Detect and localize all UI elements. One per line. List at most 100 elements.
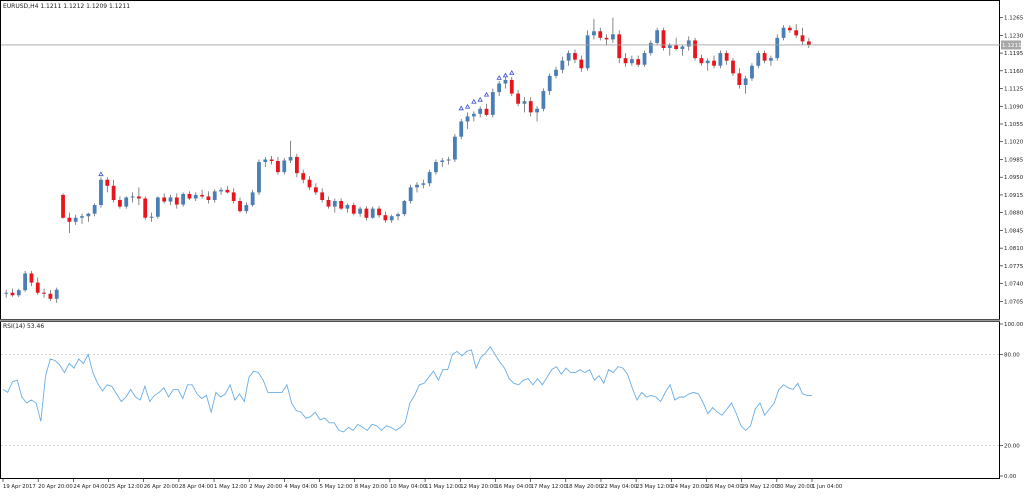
candle-body-up <box>402 201 407 215</box>
candle-body-up <box>490 92 495 115</box>
candle <box>806 37 811 48</box>
candle <box>686 36 691 51</box>
candle-body-up <box>453 136 457 160</box>
price-tick-label: 1.0845 <box>1004 228 1024 234</box>
candle <box>566 50 571 66</box>
candle-body-up <box>288 156 293 161</box>
candle-body-down <box>724 53 729 61</box>
candle-body-up <box>705 60 710 64</box>
candle <box>680 44 685 56</box>
rsi-line-layer <box>2 346 812 433</box>
candle-body-down <box>351 205 356 214</box>
candle-body-down <box>162 197 167 202</box>
candle <box>794 24 799 38</box>
price-tick-label: 1.0705 <box>1004 299 1024 305</box>
candle <box>351 202 356 216</box>
price-tick-label: 1.1230 <box>1004 33 1024 39</box>
candle-body-up <box>389 216 394 221</box>
candle-body-down <box>42 292 46 294</box>
candle-body-down <box>484 108 489 115</box>
candle <box>781 25 786 41</box>
candle-body-up <box>554 69 558 76</box>
fractal-up-marker <box>98 171 104 177</box>
candle <box>478 106 483 118</box>
time-tick-label: 26 Apr 20:00 <box>144 484 179 490</box>
candle <box>743 75 748 94</box>
candle-body-down <box>61 194 65 218</box>
rsi-levels <box>1 354 1000 446</box>
candle <box>800 27 805 45</box>
candle <box>244 202 249 214</box>
candle-body-down <box>187 193 192 199</box>
candle-body-up <box>446 159 451 161</box>
candle <box>105 177 110 193</box>
candle <box>661 27 666 51</box>
candle <box>231 188 236 204</box>
price-tick-label: 1.1090 <box>1004 104 1024 110</box>
time-tick-label: 19 Apr 2017 <box>3 484 36 490</box>
candle <box>623 53 628 67</box>
candle <box>136 187 141 206</box>
candle-body-up <box>4 292 9 294</box>
candle-body-down <box>206 196 211 200</box>
candle-body-up <box>257 162 261 193</box>
candle <box>212 189 217 203</box>
fractal-up-marker <box>509 70 515 75</box>
candle-body-down <box>674 45 679 50</box>
candle-body-up <box>743 78 748 85</box>
candle <box>61 193 65 219</box>
candle <box>54 287 59 303</box>
candle-body-up <box>629 59 634 64</box>
candle <box>629 55 634 66</box>
candle-body-up <box>282 160 287 173</box>
candle-body-up <box>440 160 445 162</box>
candle <box>86 212 91 222</box>
candle <box>155 196 160 219</box>
candle <box>162 193 167 204</box>
candle <box>731 58 735 76</box>
last-price-marker: 1.1211 <box>1 40 1022 50</box>
candle-body-up <box>686 40 691 47</box>
candle-body-down <box>174 197 179 205</box>
candle-body-up <box>408 187 413 202</box>
time-tick-label: 2 May 20:00 <box>249 484 283 490</box>
price-tick-label: 1.1160 <box>1004 69 1024 75</box>
candle-body-up <box>775 37 780 59</box>
candle-body-up <box>80 216 84 218</box>
panel-splitter[interactable] <box>0 319 1000 322</box>
candle <box>421 179 426 189</box>
candle <box>459 118 464 140</box>
candle-body-up <box>434 162 438 173</box>
candle <box>579 55 584 72</box>
candle-body-down <box>737 73 742 85</box>
price-tick-label: 1.1020 <box>1004 140 1024 146</box>
candle <box>705 58 710 71</box>
candle-body-down <box>693 40 697 59</box>
candle <box>168 194 173 206</box>
candle-body-up <box>415 184 419 188</box>
candle <box>219 187 223 195</box>
candle-body-up <box>332 201 337 207</box>
candle <box>389 214 394 223</box>
candle-body-down <box>10 292 15 296</box>
candle-body-down <box>143 198 148 218</box>
candle <box>29 270 34 287</box>
fractal-up-marker <box>471 98 477 104</box>
candle-body-down <box>787 27 792 31</box>
candle <box>490 88 495 118</box>
candle-body-down <box>29 273 34 283</box>
candle-body-down <box>326 200 331 207</box>
candle <box>718 50 723 69</box>
last-price-label: 1.1211 <box>1002 43 1022 49</box>
symbol-header: EURUSD,H4 1.1211 1.1212 1.1209 1.1211 <box>3 3 130 10</box>
candle <box>503 76 508 89</box>
time-tick-label: 18 May 20:00 <box>566 484 603 490</box>
candle <box>554 66 558 79</box>
time-tick-label: 30 May 20:00 <box>777 484 814 490</box>
candle-body-up <box>503 79 508 84</box>
time-tick-label: 25 Apr 12:00 <box>109 484 144 490</box>
price-axis: 1.1265 1.1230 1.1195 1.1160 1.1125 1.1090 1.10… <box>1000 16 1024 305</box>
time-tick-label: 26 May 04:00 <box>706 484 743 490</box>
